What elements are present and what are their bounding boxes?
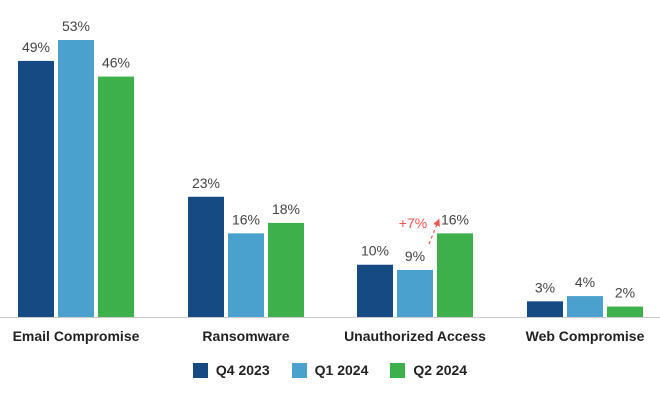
legend-label: Q2 2024 bbox=[413, 362, 468, 378]
value-label-unauthorized-access-q1-2024: 9% bbox=[405, 248, 425, 264]
legend-swatch bbox=[390, 362, 406, 378]
value-labels-group: 49% 53% 46% 23% 16% 18% 10% 9% 16% 3% 4% 2% bbox=[22, 18, 635, 301]
legend-item-q2-2024: Q2 2024 bbox=[390, 362, 467, 378]
value-label-email-compromise-q2-2024: 46% bbox=[102, 55, 130, 71]
bar-email-compromise-q2-2024 bbox=[98, 76, 134, 318]
annotation-arrow bbox=[428, 218, 440, 245]
bar-ransomware-q2-2024 bbox=[268, 222, 304, 317]
bar-email-compromise-q1-2024 bbox=[58, 40, 94, 317]
category-label-unauthorized-access: Unauthorized Access bbox=[344, 328, 486, 344]
bar-web-compromise-q1-2024 bbox=[567, 296, 603, 317]
annotation-label: +7% bbox=[399, 215, 427, 231]
legend-label: Q4 2023 bbox=[215, 362, 270, 378]
legend-label: Q1 2024 bbox=[314, 362, 369, 378]
legend-swatch bbox=[291, 362, 307, 378]
legend-item-q1-2024: Q1 2024 bbox=[291, 362, 369, 378]
value-label-web-compromise-q1-2024: 4% bbox=[575, 274, 595, 290]
category-labels-group: Email Compromise Ransomware Unauthorized A… bbox=[13, 328, 645, 344]
value-label-ransomware-q4-2023: 23% bbox=[192, 175, 220, 191]
legend: Q4 2023 Q1 2024 Q2 2024 bbox=[0, 362, 660, 378]
value-label-web-compromise-q4-2023: 3% bbox=[535, 279, 555, 295]
bar-unauthorized-access-q4-2023 bbox=[357, 264, 393, 317]
bars-group bbox=[18, 40, 643, 318]
legend-swatch bbox=[192, 362, 208, 378]
value-label-unauthorized-access-q2-2024: 16% bbox=[441, 211, 469, 227]
bar-unauthorized-access-q2-2024 bbox=[437, 233, 473, 317]
bar-ransomware-q1-2024 bbox=[228, 233, 264, 317]
bar-unauthorized-access-q1-2024 bbox=[397, 269, 433, 317]
annotations-group: +7% bbox=[399, 215, 440, 245]
value-label-ransomware-q1-2024: 16% bbox=[232, 211, 260, 227]
legend-item-q4-2023: Q4 2023 bbox=[192, 362, 270, 378]
category-label-ransomware: Ransomware bbox=[202, 328, 289, 344]
value-label-email-compromise-q1-2024: 53% bbox=[62, 18, 90, 34]
value-label-ransomware-q2-2024: 18% bbox=[272, 201, 300, 217]
value-label-web-compromise-q2-2024: 2% bbox=[615, 285, 635, 301]
value-label-email-compromise-q4-2023: 49% bbox=[22, 39, 50, 55]
bar-ransomware-q4-2023 bbox=[188, 196, 224, 317]
bar-email-compromise-q4-2023 bbox=[18, 60, 54, 317]
bar-web-compromise-q2-2024 bbox=[607, 306, 643, 317]
bar-web-compromise-q4-2023 bbox=[527, 301, 563, 317]
category-label-web-compromise: Web Compromise bbox=[526, 328, 645, 344]
category-label-email-compromise: Email Compromise bbox=[13, 328, 140, 344]
value-label-unauthorized-access-q4-2023: 10% bbox=[361, 243, 389, 259]
